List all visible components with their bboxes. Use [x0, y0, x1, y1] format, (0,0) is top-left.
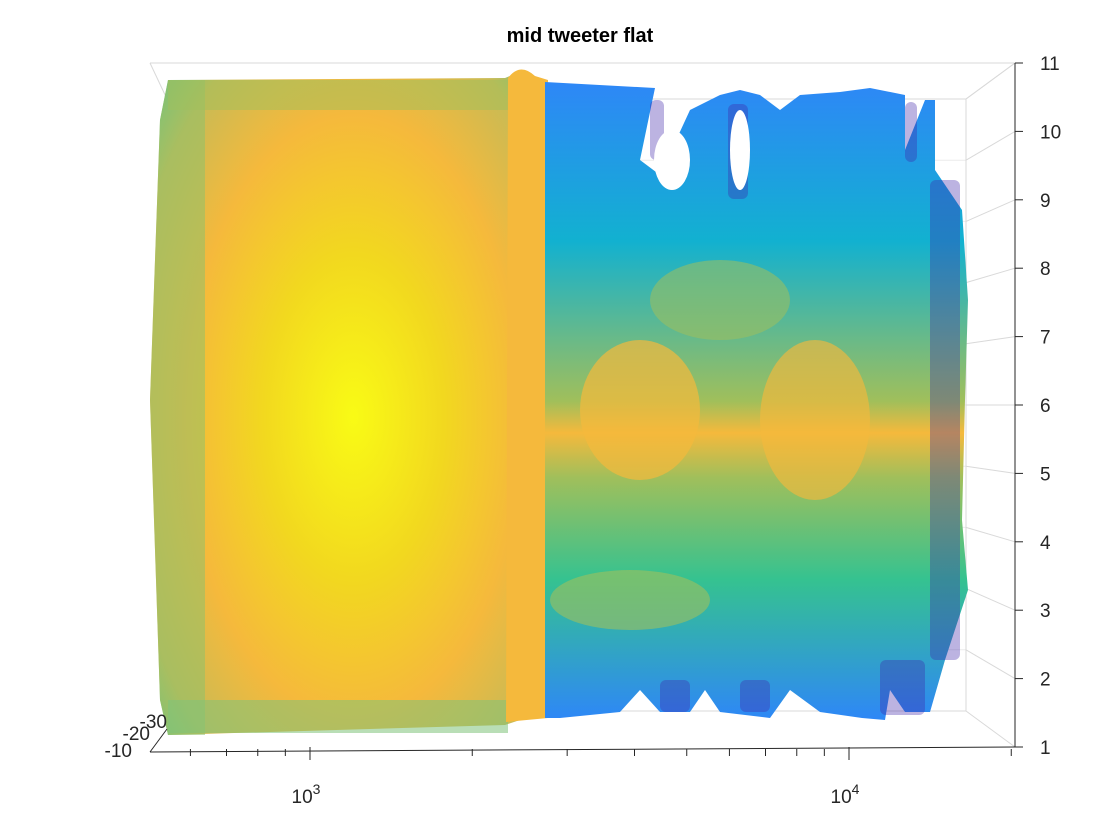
- z-axis-line: [149, 728, 168, 753]
- x-tick-exponent: 4: [852, 781, 860, 797]
- surface-ridge: [506, 69, 548, 722]
- chart-title: mid tweeter flat: [507, 25, 654, 47]
- surface-dark-fringe: [880, 660, 925, 715]
- surface-top-fringe: [168, 80, 508, 110]
- y-gridline: [965, 649, 1016, 680]
- surface-gap: [730, 110, 750, 190]
- surface-plot: [150, 69, 968, 735]
- y-gridline: [965, 526, 1016, 543]
- surface-band-c: [550, 570, 710, 630]
- surface-band-b: [760, 340, 870, 500]
- x-axis-line: [149, 746, 1016, 753]
- x-tick-base: 10: [831, 787, 852, 808]
- y-tick-label: 4: [1040, 533, 1051, 554]
- x-tick-exponent: 3: [313, 781, 321, 797]
- surface-left-edge: [150, 80, 205, 735]
- y-gridline: [965, 588, 1016, 611]
- x-tick-base: 10: [292, 787, 313, 808]
- y-tick-label: 5: [1040, 464, 1051, 485]
- x-tick-label: 104: [831, 781, 860, 808]
- z-tick-label: -10: [105, 741, 132, 762]
- y-tick-label: 10: [1040, 122, 1061, 143]
- y-tick-label: 2: [1040, 670, 1051, 691]
- z-tick-label: -20: [123, 724, 150, 745]
- y-gridline: [965, 199, 1016, 222]
- surface-low-region: [545, 82, 968, 720]
- x-tick-label: 103: [292, 781, 321, 808]
- y-tick-label: 11: [1040, 54, 1060, 75]
- y-tick-label: 9: [1040, 191, 1051, 212]
- surface-dark-fringe: [660, 680, 690, 712]
- y-gridline: [965, 267, 1016, 284]
- y-tick-labels: 1 2 3 4 5 6 7 8 9 10 11: [1040, 54, 1061, 759]
- surface-dark-fringe: [905, 102, 917, 162]
- z-tick-labels: -10-20-30: [105, 712, 167, 762]
- surface-gap: [654, 130, 690, 190]
- surface-high-region: [150, 72, 520, 735]
- y-gridline: [965, 710, 1016, 748]
- surface-dark-fringe: [930, 180, 960, 660]
- surface-band-a: [580, 340, 700, 480]
- y-tick-label: 8: [1040, 259, 1051, 280]
- y-gridline: [965, 130, 1016, 161]
- y-gridline: [965, 465, 1016, 474]
- y-tick-label: 1: [1040, 738, 1051, 759]
- x-tick-labels: 103 104: [292, 781, 860, 808]
- y-gridline: [965, 62, 1016, 100]
- axis-lines: [149, 62, 1023, 760]
- surface-band-d: [650, 260, 790, 340]
- surface-bottom-fringe: [168, 700, 508, 733]
- z-tick-label: -30: [140, 712, 167, 733]
- surface-dark-fringe: [740, 680, 770, 712]
- y-tick-label: 7: [1040, 328, 1051, 349]
- y-tick-label: 6: [1040, 396, 1051, 417]
- y-gridline: [965, 336, 1016, 345]
- top-left-depth-edge: [149, 62, 168, 100]
- y-tick-label: 3: [1040, 601, 1051, 622]
